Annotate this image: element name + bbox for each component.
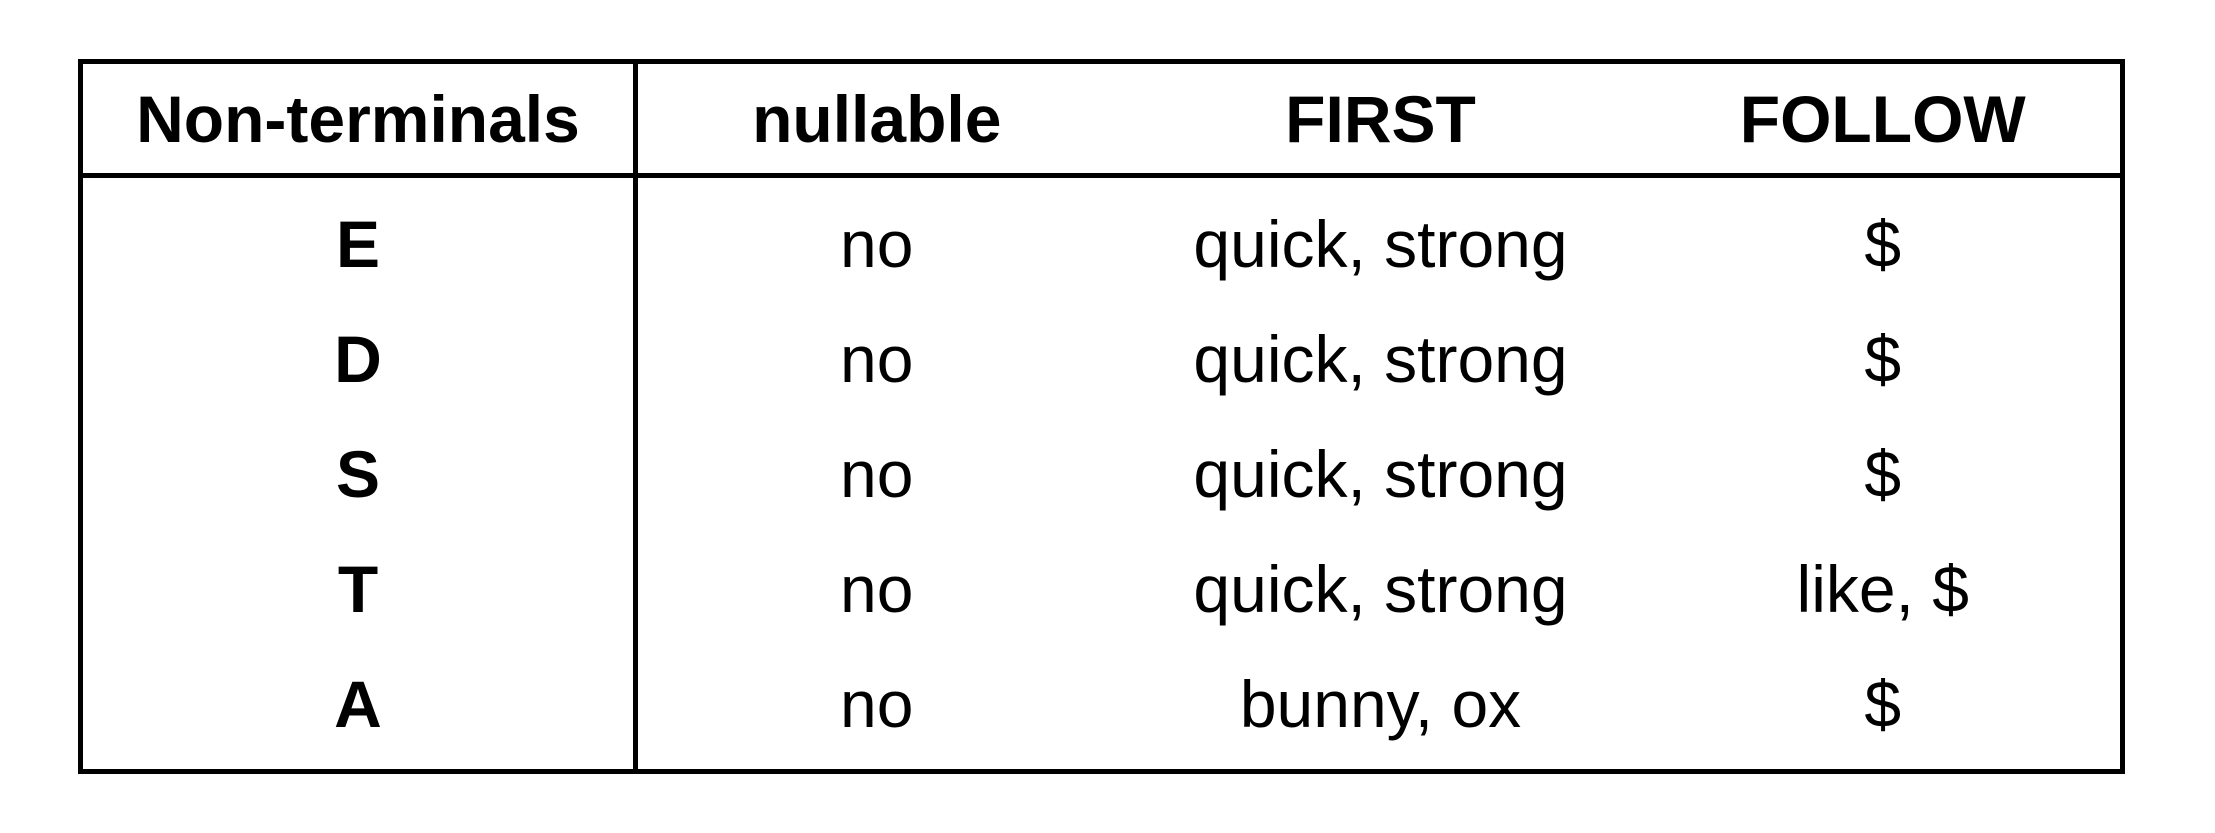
header-nullable: nullable (635, 61, 1116, 178)
first-cell: quick, strong (1193, 551, 1568, 626)
follow-cell: like, $ (1796, 551, 1969, 626)
table-body: E no quick, strong $ D no quick, strong … (80, 175, 2123, 772)
follow-cell: $ (1864, 206, 1902, 281)
table-row: S no quick, strong $ (80, 416, 2123, 531)
header-nonterminals: Non-terminals (80, 61, 638, 178)
header-row: Non-terminals nullable FIRST FOLLOW (80, 61, 2123, 178)
first-cell: quick, strong (1193, 436, 1568, 511)
header-follow: FOLLOW (1645, 61, 2123, 178)
nonterminal-cell: S (80, 416, 638, 531)
first-cell: quick, strong (1193, 206, 1568, 281)
nonterminal-cell: A (80, 646, 638, 772)
table-header: Non-terminals nullable FIRST FOLLOW (80, 61, 2123, 178)
nullable-cell: no (840, 551, 914, 626)
follow-cell: $ (1864, 666, 1902, 741)
follow-cell: $ (1864, 436, 1902, 511)
nullable-cell: no (840, 666, 914, 741)
nonterminal-cell: T (80, 531, 638, 646)
nullable-cell: no (840, 321, 914, 396)
nullable-cell: no (840, 436, 914, 511)
first-cell: bunny, ox (1239, 666, 1522, 741)
nonterminal-cell: D (80, 301, 638, 416)
table-row: T no quick, strong like, $ (80, 531, 2123, 646)
table-row: A no bunny, ox $ (80, 646, 2123, 772)
grammar-sets-table: Non-terminals nullable FIRST FOLLOW E no… (78, 59, 2125, 774)
table-row: D no quick, strong $ (80, 301, 2123, 416)
first-cell: quick, strong (1193, 321, 1568, 396)
nullable-cell: no (840, 206, 914, 281)
header-first: FIRST (1115, 61, 1646, 178)
table-row: E no quick, strong $ (80, 175, 2123, 301)
follow-cell: $ (1864, 321, 1902, 396)
nonterminal-cell: E (80, 175, 638, 301)
